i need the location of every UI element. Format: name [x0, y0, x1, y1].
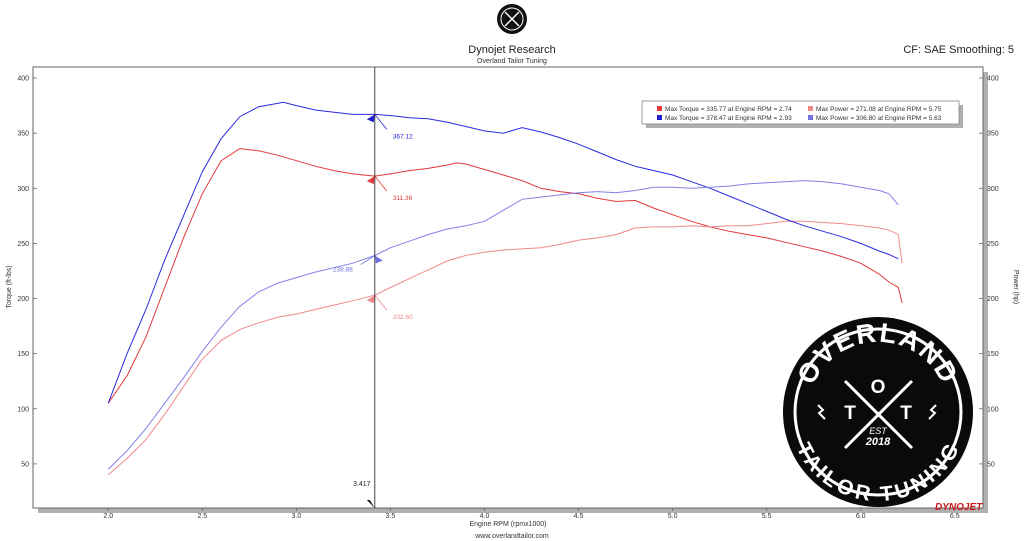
y-tick-label: 150 [17, 351, 29, 358]
x-tick-label: 5.0 [668, 513, 678, 520]
x-tick-label: 3.0 [291, 513, 301, 520]
x-tick-label: 2.5 [197, 513, 207, 520]
cursor-arrow-icon [366, 500, 375, 508]
dynojet-emblem-icon [497, 4, 527, 34]
y-tick-label: 200 [17, 296, 29, 303]
legend-entry: Max Power = 306.80 at Engine RPM = 5.63 [816, 115, 942, 122]
y2-tick-label: 250 [987, 241, 999, 248]
series-line [107, 148, 903, 404]
cursor-value-label: 3.417 [353, 481, 371, 488]
legend-entry: Max Torque = 335.77 at Engine RPM = 2.74 [665, 106, 792, 113]
y-tick-label: 100 [17, 406, 29, 413]
annotation-value: 238.88 [333, 267, 353, 274]
legend-swatch [808, 106, 813, 111]
correction-factor-info: CF: SAE Smoothing: 5 [903, 44, 1014, 56]
annotation-arrow-icon [374, 255, 383, 264]
annotation-value: 367.12 [393, 133, 413, 140]
series-line [107, 220, 903, 476]
badge-letter-center: O [871, 377, 886, 398]
series-line [107, 101, 899, 404]
x-axis-label: Engine RPM (rpmx1000) [469, 521, 546, 528]
x-tick-label: 2.0 [103, 513, 113, 520]
annotation-arrow-icon [366, 114, 375, 123]
overland-tailor-badge-logo: OVERLAND TAILOR TUNING O T T EST 2018 [783, 317, 973, 507]
x-tick-label: 5.5 [762, 513, 772, 520]
y2-tick-label: 50 [987, 461, 995, 468]
legend-entry: Max Power = 271.08 at Engine RPM = 5.75 [816, 106, 942, 113]
y2-tick-label: 350 [987, 131, 999, 138]
annotation-leader [374, 175, 388, 192]
annotation-leader [374, 294, 388, 311]
y-tick-label: 300 [17, 186, 29, 193]
badge-letter-right: T [900, 403, 912, 424]
y-axis-label: Torque (ft-lbs) [6, 265, 13, 308]
axis-ticks: 2.0 2.5 3.0 3.5 4.0 4.5 5.0 5.5 6.0 6.5 50 50 100 100… [17, 76, 998, 520]
annotation-leader [374, 114, 388, 130]
x-tick-label: 3.5 [386, 513, 396, 520]
legend-swatch [657, 106, 662, 111]
x-tick-label: 4.5 [574, 513, 584, 520]
annotation-leader [360, 255, 376, 265]
badge-est-text: EST [869, 426, 888, 436]
badge-year-text: 2018 [865, 436, 891, 448]
lightning-left-icon [817, 404, 826, 420]
y-tick-label: 400 [17, 76, 29, 83]
annotation-value: 311.36 [393, 195, 413, 202]
legend-swatch [808, 115, 813, 120]
y-tick-label: 50 [21, 461, 29, 468]
lightning-right-icon [928, 404, 937, 420]
y2-tick-label: 300 [987, 186, 999, 193]
y2-tick-label: 400 [987, 76, 999, 83]
x-tick-label: 6.5 [950, 513, 960, 520]
legend-entry: Max Torque = 378.47 at Engine RPM = 2.93 [665, 115, 792, 122]
badge-letter-left: T [844, 403, 856, 424]
series-group: 367.12 311.36 238.88 202.60 [107, 101, 903, 476]
annotation-value: 202.60 [393, 314, 413, 321]
footer-url[interactable]: www.overlandtailor.com [475, 533, 549, 540]
y2-tick-label: 150 [987, 351, 999, 358]
chart-title: Dynojet Research [468, 44, 556, 56]
y-tick-label: 350 [17, 131, 29, 138]
dynojet-logo: DYNOJET [935, 502, 983, 513]
y2-axis-label: Power (hp) [1012, 270, 1019, 304]
y-tick-label: 250 [17, 241, 29, 248]
y2-tick-label: 200 [987, 296, 999, 303]
svg-text:DYNOJET: DYNOJET [935, 502, 983, 513]
legend-swatch [657, 115, 662, 120]
annotation-arrow-icon [366, 295, 375, 304]
chart-subtitle: Overland Tailor Tuning [477, 58, 547, 65]
annotation-arrow-icon [366, 176, 375, 185]
rpm-cursor[interactable]: 3.417 [353, 67, 376, 508]
x-tick-label: 6.0 [856, 513, 866, 520]
legend: Max Torque = 335.77 at Engine RPM = 2.74… [641, 100, 963, 128]
x-tick-label: 4.0 [480, 513, 490, 520]
y2-tick-label: 100 [987, 406, 999, 413]
series-line [107, 180, 899, 470]
